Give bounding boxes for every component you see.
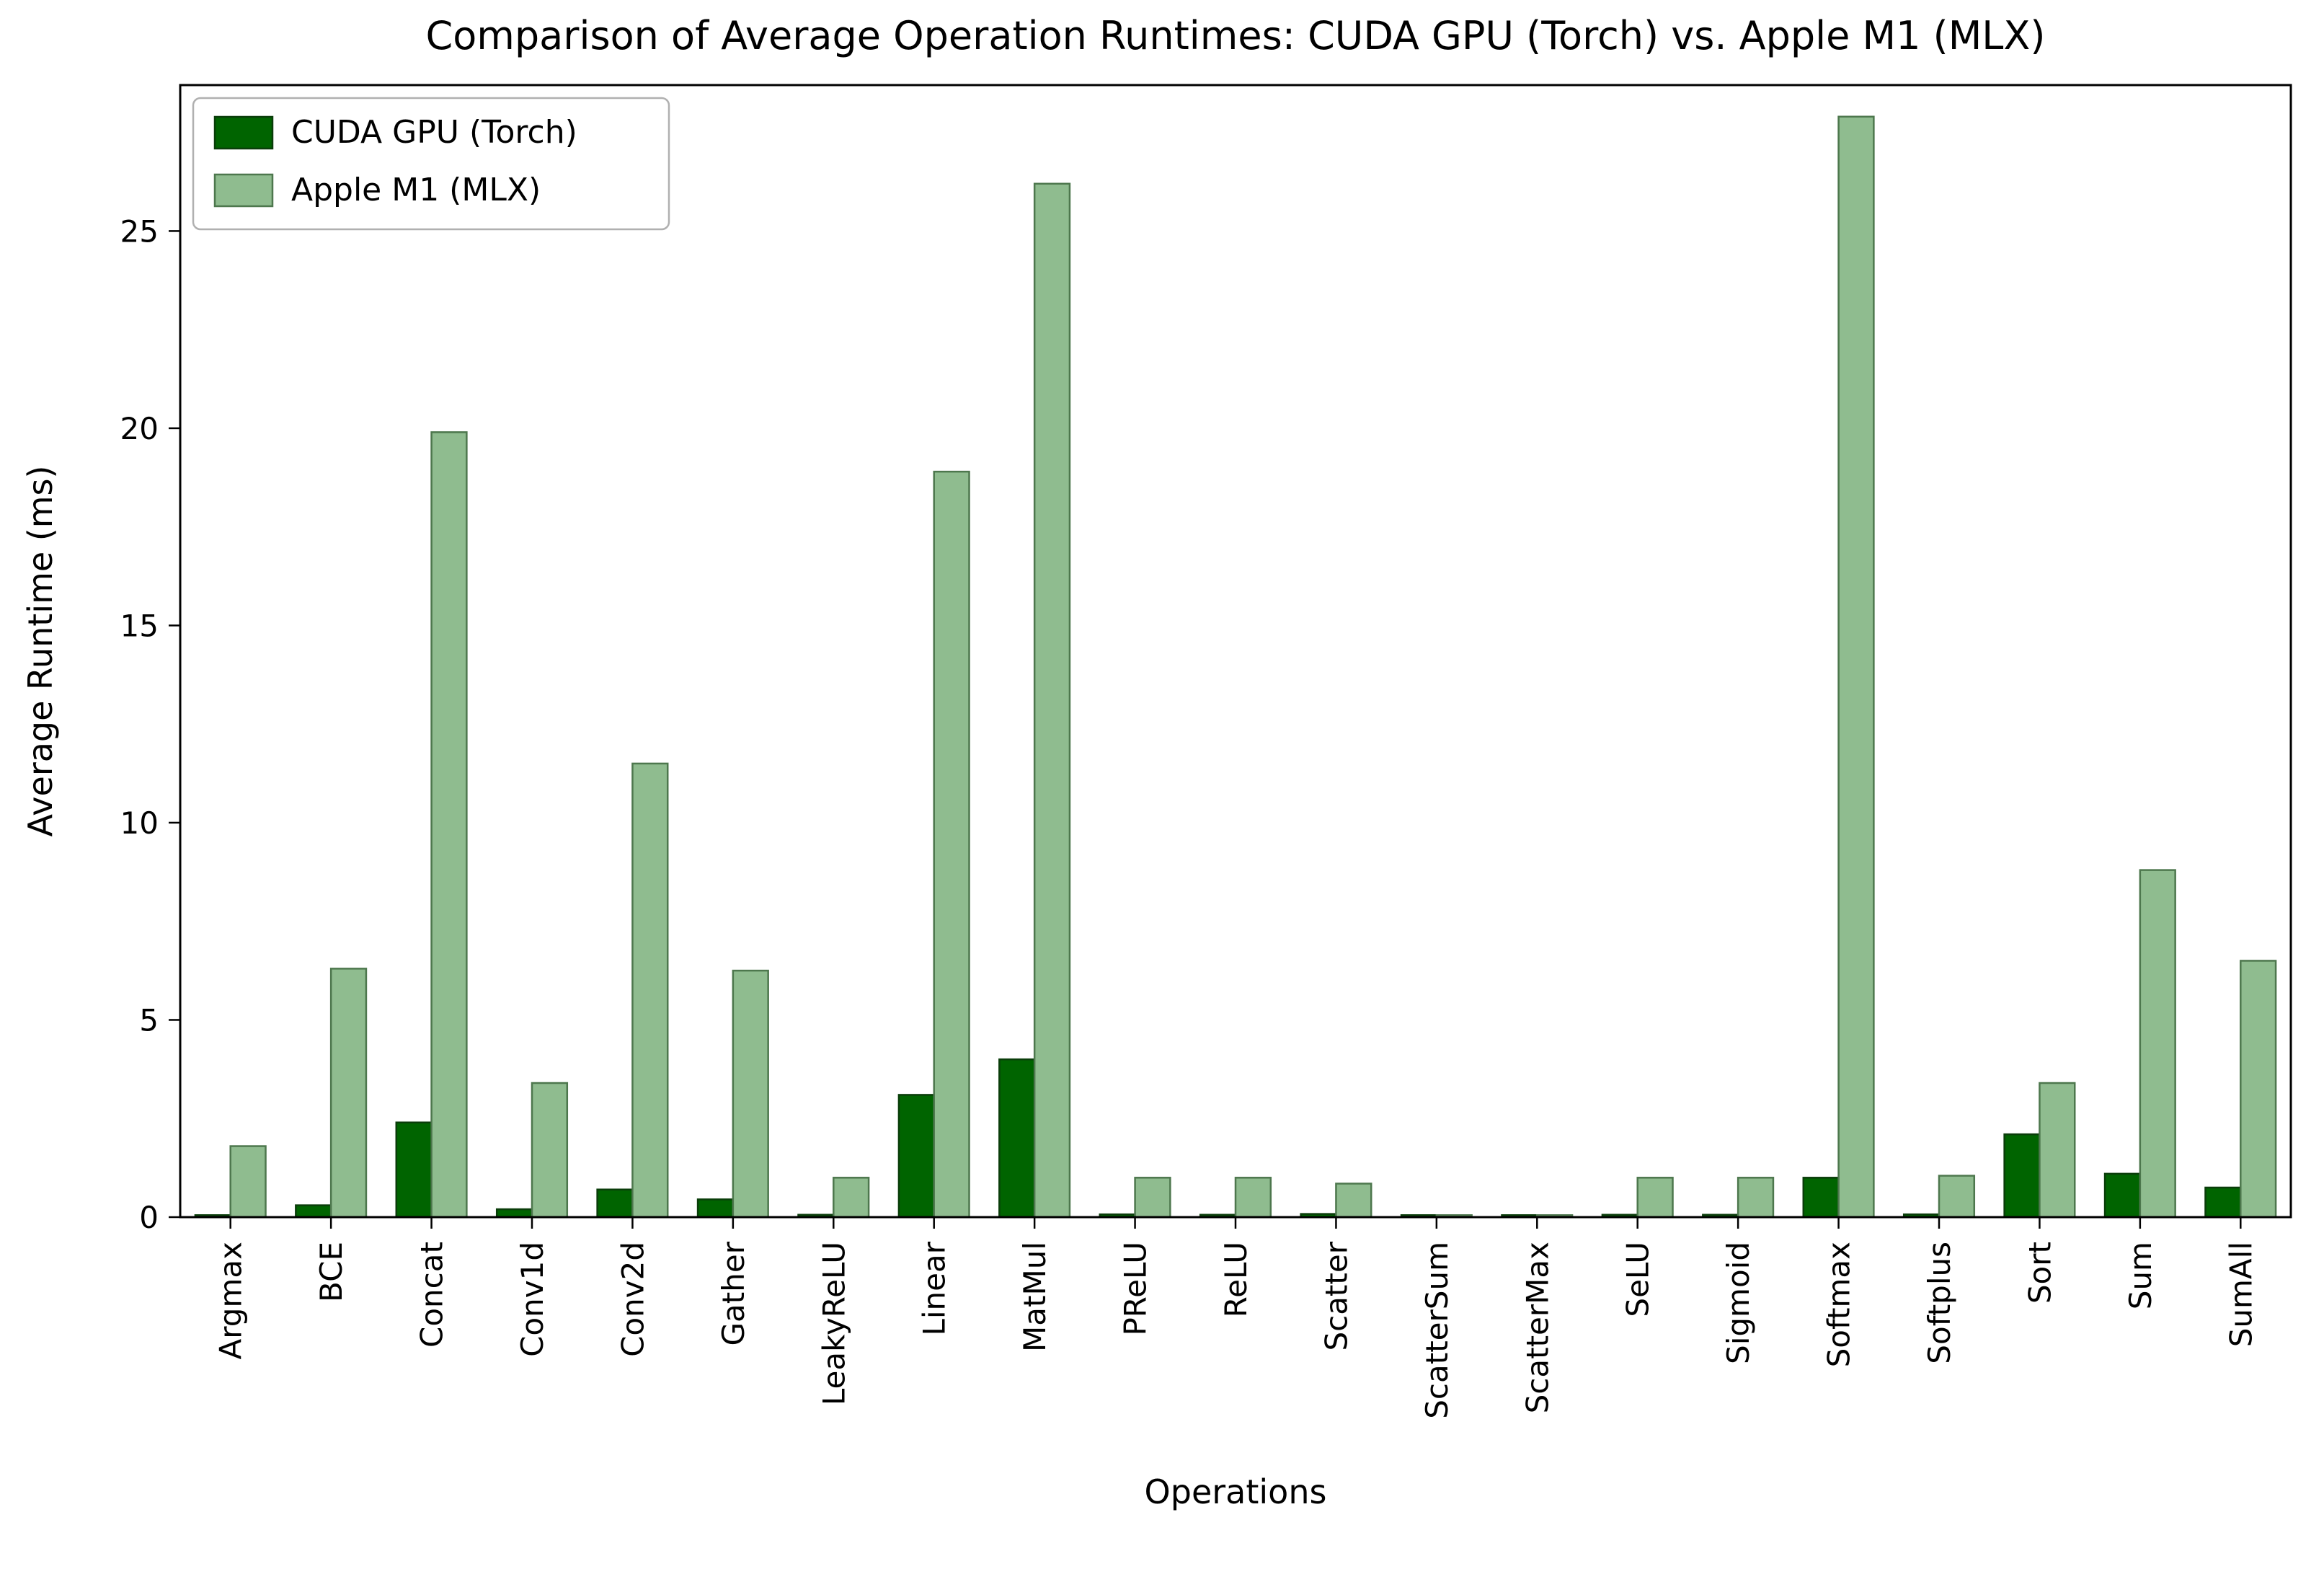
bar-Conv2d-cuda — [596, 1188, 634, 1219]
y-tick-label: 20 — [120, 411, 159, 446]
legend-label-mlx: Apple M1 (MLX) — [291, 172, 541, 208]
x-tick-label: Scatter — [1318, 1241, 1354, 1351]
x-tick-label: Sigmoid — [1721, 1242, 1756, 1364]
bar-Softmax-mlx — [1837, 115, 1875, 1219]
bar-Concat-cuda — [395, 1121, 433, 1219]
bar-LeakyReLU-mlx — [833, 1177, 870, 1219]
bar-SeLU-mlx — [1636, 1177, 1674, 1219]
axes-frame — [179, 84, 2292, 1219]
x-tick-label: MatMul — [1017, 1242, 1052, 1352]
x-tick-label: ScatterSum — [1419, 1242, 1455, 1419]
x-tick-label: Softplus — [1922, 1242, 1957, 1364]
bar-SumAll-mlx — [2240, 960, 2277, 1219]
bar-PReLU-mlx — [1134, 1177, 1171, 1219]
bar-BCE-cuda — [295, 1204, 332, 1219]
bar-Sort-cuda — [2003, 1133, 2041, 1219]
legend: CUDA GPU (Torch) Apple M1 (MLX) — [192, 97, 670, 231]
y-tick-label: 0 — [139, 1200, 159, 1235]
bar-Linear-mlx — [933, 470, 970, 1219]
bar-Sum-mlx — [2139, 869, 2176, 1219]
bar-Linear-cuda — [897, 1094, 935, 1219]
y-tick-label: 15 — [120, 608, 159, 643]
x-tick-label: Sum — [2123, 1242, 2158, 1309]
bar-Softmax-cuda — [1802, 1177, 1840, 1219]
plot-area: 0 5 10 15 20 25 Argmax BCE Concat Conv1d Conv2d Gat… — [120, 84, 2292, 1419]
x-axis-label: Operations — [1145, 1472, 1327, 1511]
y-tick-label: 25 — [120, 213, 159, 249]
x-tick-label: Concat — [414, 1242, 450, 1348]
bar-Softplus-mlx — [1938, 1175, 1976, 1219]
bar-Concat-mlx — [430, 431, 468, 1219]
bar-Sigmoid-mlx — [1737, 1177, 1775, 1219]
bar-Conv2d-mlx — [631, 762, 669, 1219]
y-axis-label: Average Runtime (ms) — [21, 466, 60, 837]
bar-Argmax-mlx — [229, 1145, 267, 1219]
legend-box — [192, 97, 670, 231]
bar-Scatter-mlx — [1335, 1183, 1372, 1219]
bar-Conv1d-cuda — [495, 1208, 533, 1219]
x-tick-label: Sort — [2022, 1242, 2057, 1304]
bar-ReLU-mlx — [1234, 1177, 1272, 1219]
bar-Gather-mlx — [732, 969, 769, 1219]
chart-title: Comparison of Average Operation Runtimes… — [426, 13, 2046, 58]
x-tick-label: SumAll — [2223, 1242, 2258, 1347]
x-tick-label: ReLU — [1218, 1242, 1254, 1317]
bar-Sort-mlx — [2039, 1082, 2076, 1219]
bar-MatMul-mlx — [1033, 182, 1071, 1219]
bar-Conv1d-mlx — [531, 1082, 569, 1219]
x-tick-label: Softmax — [1822, 1242, 1857, 1367]
x-tick-label: Conv2d — [615, 1242, 650, 1357]
bar-BCE-mlx — [329, 968, 368, 1219]
x-tick-label: Gather — [716, 1241, 751, 1345]
x-tick-label: PReLU — [1118, 1242, 1153, 1336]
bar-MatMul-cuda — [998, 1058, 1036, 1219]
x-tick-label: Conv1d — [515, 1242, 550, 1357]
x-tick-label: LeakyReLU — [816, 1242, 851, 1405]
x-tick-label: BCE — [314, 1242, 349, 1302]
x-tick-label: Linear — [917, 1241, 952, 1335]
legend-swatch-mlx — [213, 173, 274, 208]
bar-SumAll-cuda — [2204, 1186, 2242, 1219]
legend-swatch-cuda — [213, 115, 274, 150]
y-tick-label: 10 — [120, 805, 159, 841]
y-tick-label: 5 — [139, 1002, 159, 1038]
x-tick-label: SeLU — [1620, 1242, 1656, 1317]
bar-Gather-cuda — [696, 1198, 735, 1219]
x-tick-label: ScatterMax — [1520, 1242, 1555, 1413]
legend-label-cuda: CUDA GPU (Torch) — [291, 114, 577, 151]
x-tick-label: Argmax — [213, 1242, 249, 1359]
bar-Sum-cuda — [2103, 1172, 2142, 1219]
